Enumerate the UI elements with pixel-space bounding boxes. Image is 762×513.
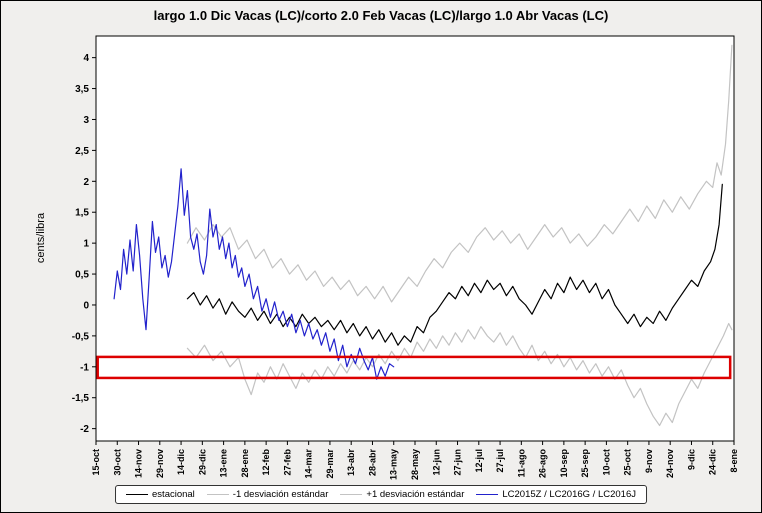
x-tick-label: 10-oct [601, 449, 611, 476]
x-tick-label: 28-abr [367, 449, 377, 477]
legend-item-label: estacional [152, 489, 195, 500]
x-tick-label: 24-dic [708, 449, 718, 475]
series-line-2 [186, 322, 733, 427]
x-tick-label: 12-jun [431, 449, 441, 476]
legend-item-label: +1 desviación estándar [366, 489, 465, 500]
legend-item-label: -1 desviación estándar [232, 489, 329, 500]
x-tick-label: 30-oct [112, 449, 122, 476]
x-tick-label: 12-feb [261, 449, 271, 476]
x-tick-label: 27-jul [495, 449, 505, 473]
series-line-3 [186, 44, 733, 303]
y-tick-label: 4 [83, 53, 89, 64]
y-tick-label: 1,5 [75, 208, 89, 219]
x-tick-label: 29-dic [197, 449, 207, 475]
x-tick-label: 11-ago [516, 449, 526, 478]
y-tick-label: -0,5 [72, 331, 90, 342]
x-tick-label: 25-oct [623, 449, 633, 476]
legend-swatch-icon [476, 494, 499, 495]
x-tick-label: 28-may [410, 449, 420, 480]
x-tick-label: 28-ene [240, 449, 250, 478]
legend-item-label: LC2015Z / LC2016G / LC2016J [502, 489, 636, 500]
x-tick-label: 24-nov [665, 449, 675, 478]
y-tick-label: -1,5 [72, 393, 90, 404]
legend-swatch-icon [340, 494, 363, 495]
x-tick-label: 29-mar [325, 449, 335, 479]
x-tick-label: 14-dic [176, 449, 186, 475]
y-tick-label: 3 [83, 115, 89, 126]
legend-item-3: +1 desviación estándar [340, 489, 464, 500]
x-tick-label: 13-ene [219, 449, 229, 478]
y-tick-label: 0,5 [75, 270, 89, 281]
legend-item-1: estacional [126, 489, 195, 500]
x-tick-label: 9-nov [644, 449, 654, 473]
x-tick-label: 10-sep [559, 449, 569, 478]
x-tick-label: 14-mar [304, 449, 314, 479]
x-tick-label: 14-nov [134, 449, 144, 478]
plot-area [95, 35, 735, 442]
x-tick-label: 27-feb [282, 449, 292, 476]
x-tick-label: 13-may [389, 449, 399, 480]
chart-title: largo 1.0 Dic Vacas (LC)/corto 2.0 Feb V… [153, 8, 609, 23]
x-tick-label: 27-jun [453, 449, 463, 476]
y-tick-label: 2 [83, 177, 89, 188]
x-tick-label: 25-sep [580, 449, 590, 478]
legend-item-2: -1 desviación estándar [206, 489, 329, 500]
y-tick-label: 0 [83, 300, 89, 311]
legend-swatch-icon [206, 494, 229, 495]
x-tick-label: 15-oct [91, 449, 101, 476]
y-tick-label: 3,5 [75, 84, 89, 95]
x-tick-label: 29-nov [155, 449, 165, 478]
y-tick-label: 2,5 [75, 146, 89, 157]
x-tick-label: 12-jul [474, 449, 484, 473]
legend-swatch-icon [126, 494, 149, 495]
x-tick-label: 8-ene [729, 449, 739, 473]
y-tick-label: 1 [83, 239, 89, 250]
x-tick-label: 9-dic [686, 449, 696, 470]
x-tick-label: 13-abr [346, 449, 356, 477]
y-tick-label: -2 [80, 424, 89, 435]
legend: estacional -1 desviación estándar +1 desvi… [115, 485, 647, 504]
y-tick-label: -1 [80, 362, 89, 373]
x-tick-label: 26-ago [538, 449, 548, 479]
highlight-box [96, 355, 732, 380]
series-line-4 [113, 168, 395, 380]
legend-item-4: LC2015Z / LC2016G / LC2016J [476, 489, 636, 500]
